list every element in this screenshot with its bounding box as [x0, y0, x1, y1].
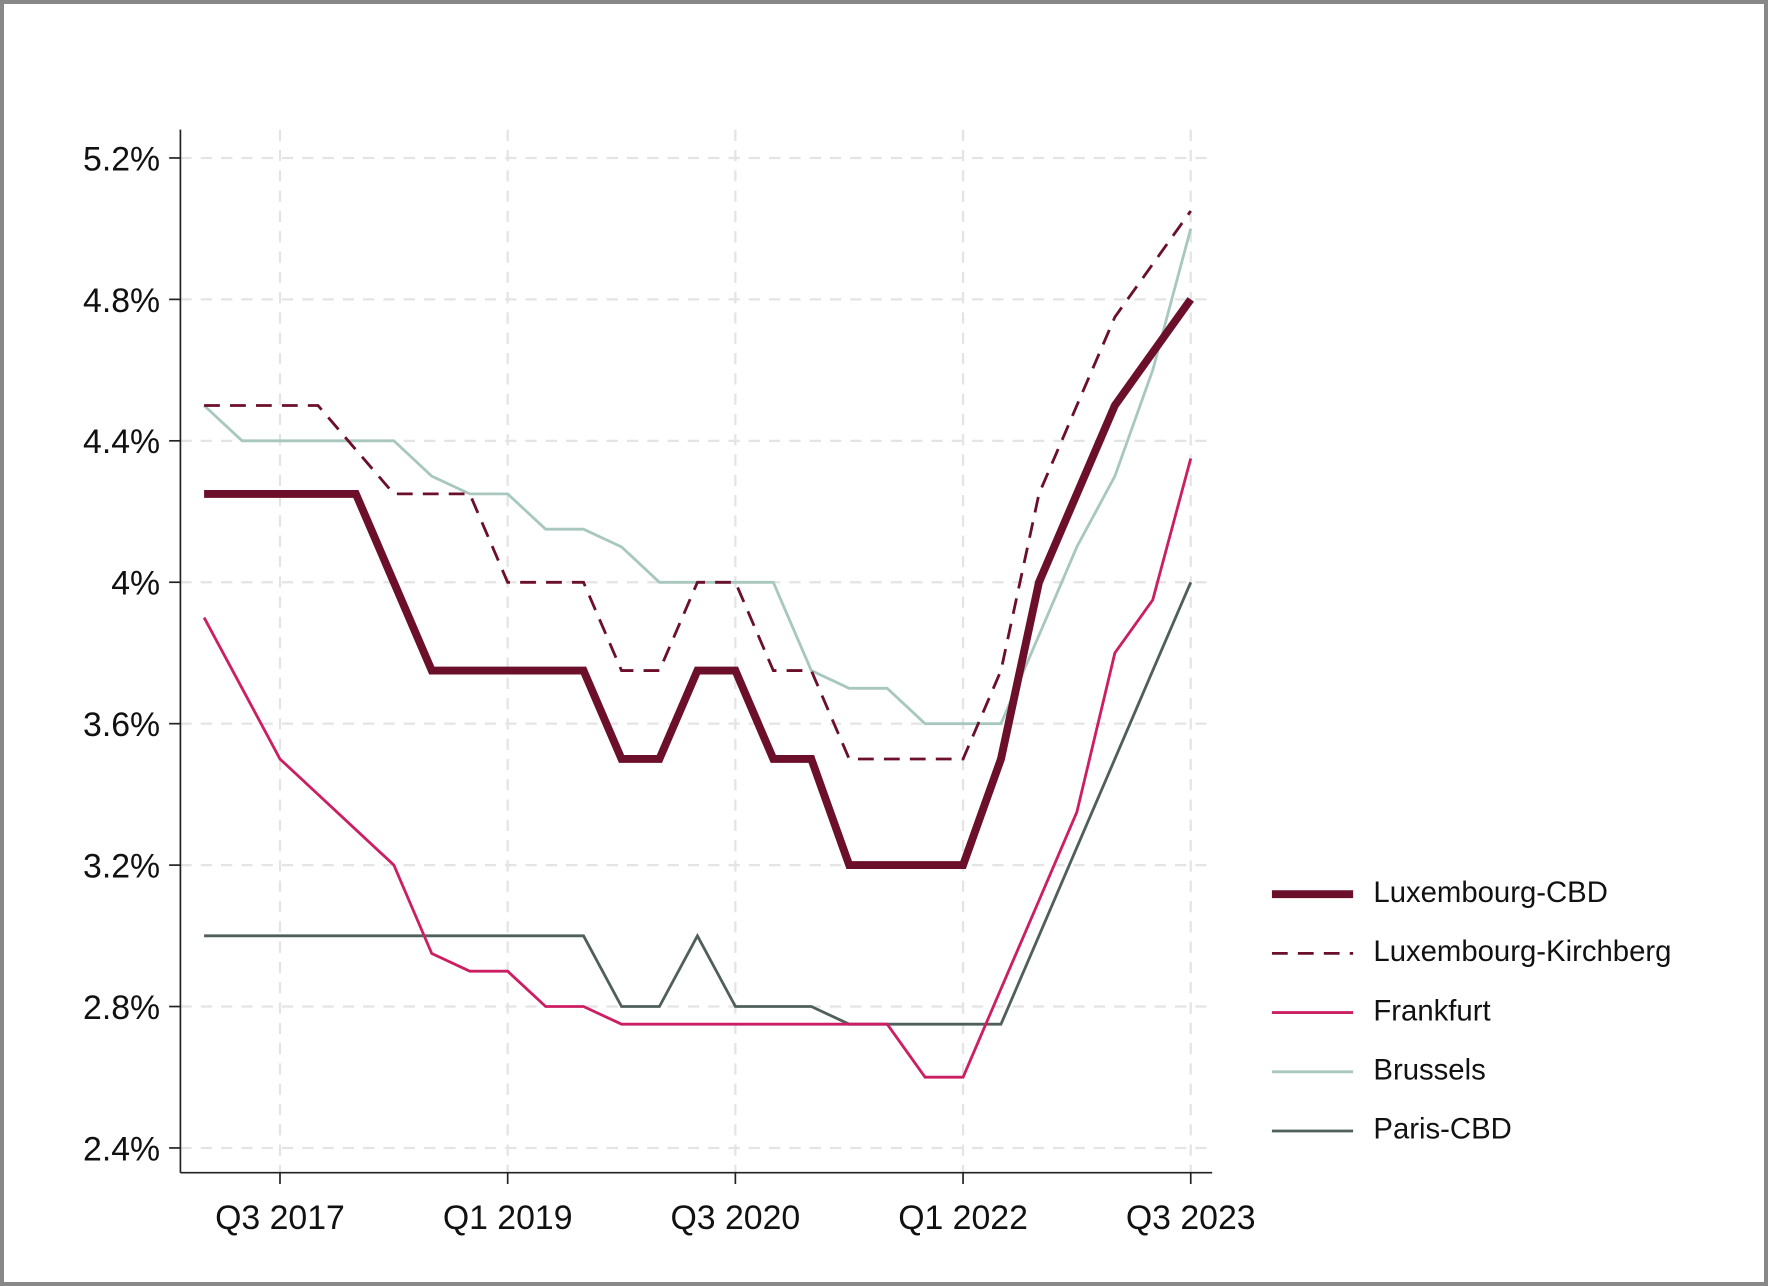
y-tick-label: 4%: [111, 565, 160, 603]
legend-label: Frankfurt: [1373, 994, 1490, 1027]
series-line: [204, 581, 1193, 1026]
series-line: [202, 458, 1193, 1079]
y-tick-label: 4.8%: [83, 282, 160, 320]
series-line: [204, 210, 1192, 761]
legend-label: Brussels: [1373, 1054, 1485, 1087]
x-tick-label: Q1 2019: [443, 1199, 573, 1237]
legend-label: Paris-CBD: [1373, 1113, 1511, 1146]
y-tick-label: 2.4%: [83, 1130, 160, 1168]
y-tick-label: 3.6%: [83, 706, 160, 744]
x-tick-label: Q3 2023: [1126, 1199, 1256, 1237]
y-tick-label: 2.8%: [83, 989, 160, 1027]
x-tick-label: Q3 2017: [215, 1199, 345, 1237]
x-tick-label: Q1 2022: [898, 1199, 1028, 1237]
x-tick-label: Q3 2020: [671, 1199, 801, 1237]
legend-label: Luxembourg-CBD: [1373, 876, 1607, 909]
y-tick-label: 4.4%: [83, 423, 160, 461]
legend-label: Luxembourg-Kirchberg: [1373, 935, 1671, 968]
plot: 2.4% 2.8% 3.2% 3.6% 4% 4.4% 4.8% 5.2% Q3 2017 Q1 …: [83, 129, 1671, 1237]
series-line: [204, 297, 1194, 870]
y-tick-label: 5.2%: [83, 140, 160, 178]
y-tick-label: 3.2%: [83, 848, 160, 886]
